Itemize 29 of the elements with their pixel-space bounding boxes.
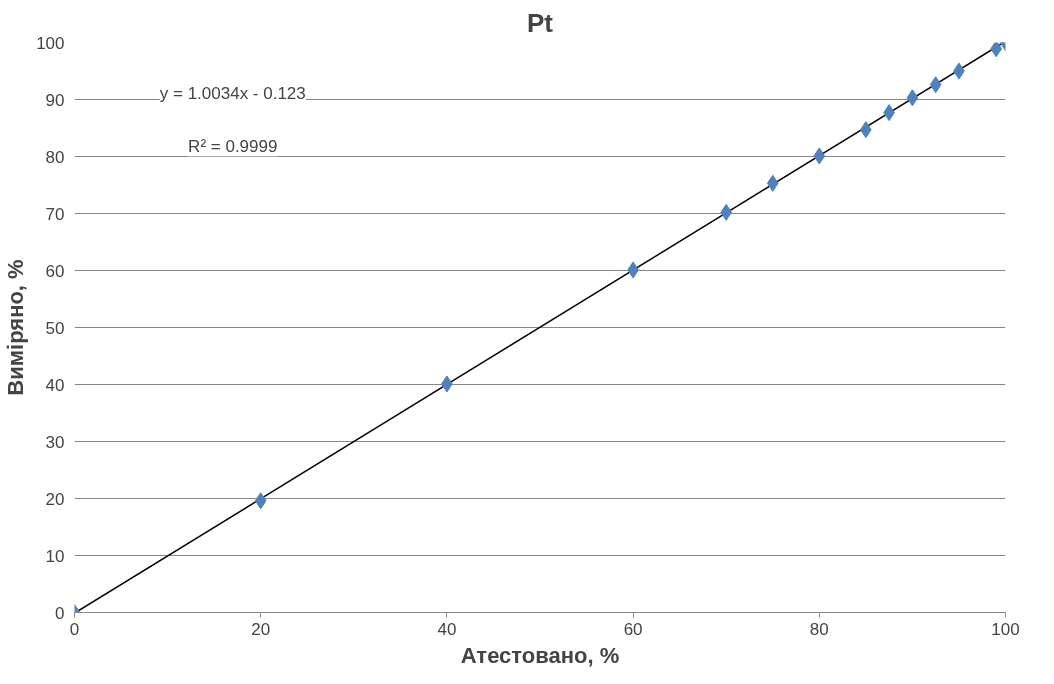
point: [254, 492, 267, 510]
y-tick-label: 80: [45, 147, 65, 167]
x-tick-label: 40: [437, 619, 457, 639]
y-tick-label: 10: [45, 546, 65, 566]
y-tick-label: 60: [45, 261, 65, 281]
point: [720, 203, 733, 221]
point: [929, 76, 942, 94]
y-tick-label: 70: [45, 204, 65, 224]
point: [990, 42, 1003, 58]
x-tick-label: 0: [69, 619, 80, 639]
y-tick-label: 0: [55, 603, 65, 623]
y-tick-label: 20: [45, 489, 65, 509]
point: [813, 147, 826, 165]
x-tick-label: 60: [623, 619, 643, 639]
annotation: y = 1.0034x - 0.123: [159, 84, 306, 104]
y-tick-label: 100: [36, 33, 65, 53]
x-axis-title: Атестовано, %: [460, 642, 620, 668]
point: [906, 89, 919, 107]
x-tick-label: 20: [251, 619, 271, 639]
annotation: R² = 0.9999: [188, 137, 278, 157]
y-tick-label: 90: [45, 90, 65, 110]
y-tick-label: 50: [45, 318, 65, 338]
point: [766, 174, 779, 192]
chart-title: Pt: [527, 7, 554, 38]
x-tick-label: 100: [991, 619, 1020, 639]
y-tick-label: 40: [45, 375, 65, 395]
y-tick-label: 30: [45, 432, 65, 452]
y-axis-title: Виміряно, %: [3, 259, 29, 396]
x-tick-label: 80: [809, 619, 829, 639]
